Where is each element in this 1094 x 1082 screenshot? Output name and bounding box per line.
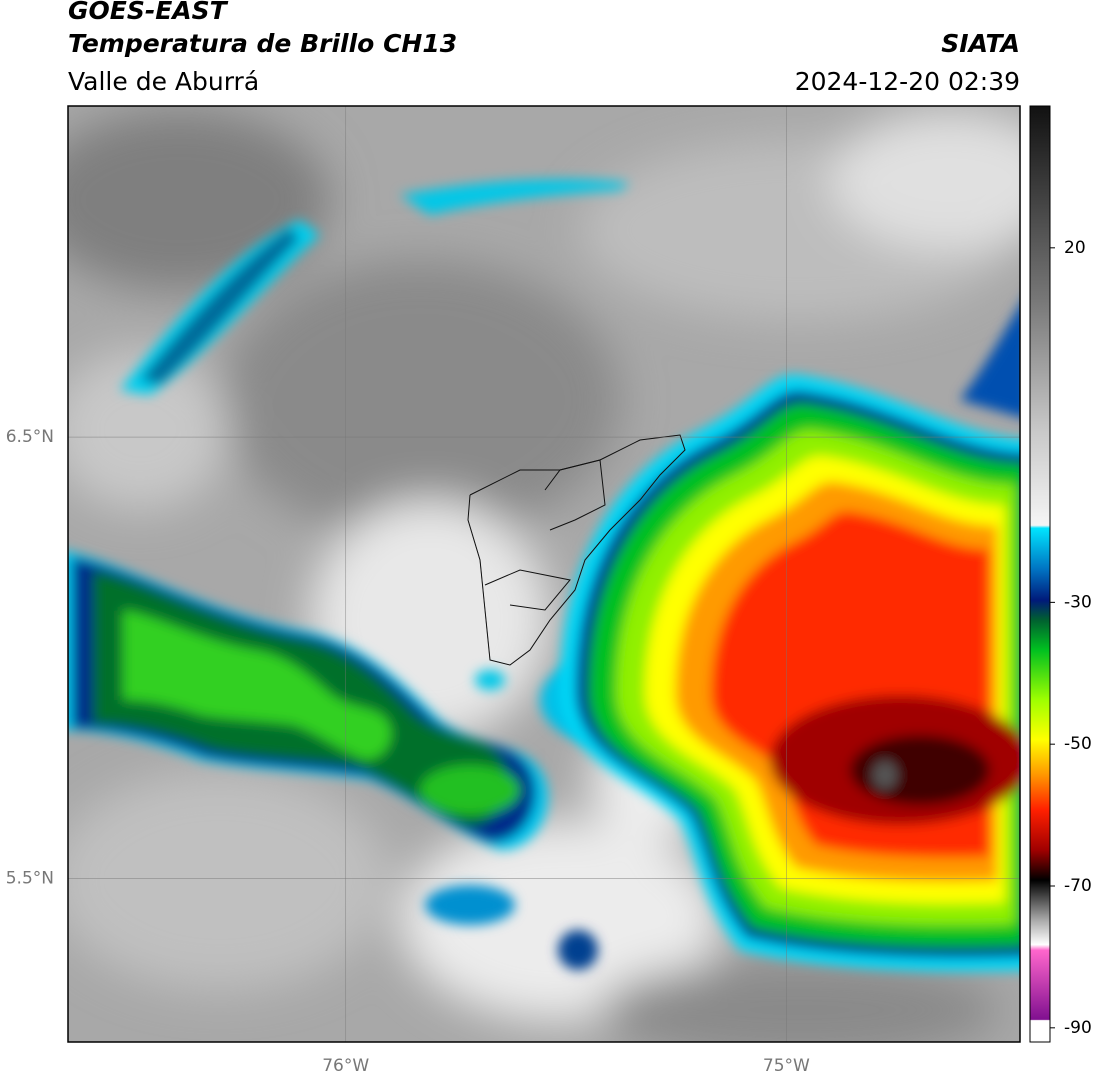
datetime-label: 2024-12-20 02:39 [795,67,1020,96]
colorbar-tick-label: -70 [1064,876,1092,896]
colorbar [1029,105,1051,1043]
colorbar-tick-label: -50 [1064,734,1092,754]
region-subtitle: Valle de Aburrá [68,67,259,96]
y-tick-label: 6.5°N [6,427,54,447]
colorbar-tick-label: 20 [1064,238,1086,258]
satellite-title: GOES-EAST [68,0,229,25]
product-title: Temperatura de Brillo CH13 [68,29,457,58]
agency-label: SIATA [941,29,1020,58]
x-tick-label: 75°W [763,1056,810,1076]
y-tick-label: 5.5°N [6,869,54,889]
colorbar-tick-label: -90 [1064,1018,1092,1038]
satellite-image [68,106,1020,1042]
map-frame [67,105,1021,1043]
colorbar-tick-label: -30 [1064,592,1092,612]
x-tick-label: 76°W [322,1056,369,1076]
